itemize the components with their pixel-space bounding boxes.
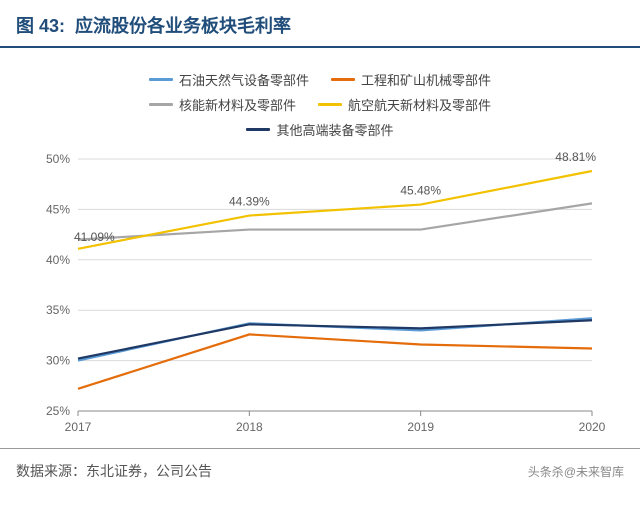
y-tick-label: 50% [46,152,70,166]
data-label: 48.81% [555,150,596,164]
figure-title-text: 应流股份各业务板块毛利率 [75,16,291,36]
figure-number: 图 43: [16,16,65,36]
legend-label: 航空航天新材料及零部件 [348,95,491,114]
source-text: 东北证券，公司公告 [86,463,212,479]
legend-item: 石油天然气设备零部件 [149,70,309,89]
data-label: 41.09% [74,230,115,244]
legend-swatch [331,78,355,81]
source-line: 数据来源：东北证券，公司公告 [16,461,212,481]
legend-item: 其他高端装备零部件 [246,120,393,139]
x-tick-label: 2018 [236,420,263,434]
legend-label: 石油天然气设备零部件 [179,70,309,89]
legend-label: 核能新材料及零部件 [179,95,296,114]
data-label: 44.39% [229,195,270,209]
x-tick-label: 2019 [407,420,434,434]
data-label: 45.48% [400,184,441,198]
legend: 石油天然气设备零部件 工程和矿山机械零部件核能新材料及零部件 航空航天新材料及零部件… [80,70,560,139]
legend-item: 工程和矿山机械零部件 [331,70,491,89]
x-tick-label: 2020 [579,420,606,434]
y-tick-label: 45% [46,202,70,216]
legend-label: 其他高端装备零部件 [276,120,393,139]
legend-swatch [149,103,173,106]
y-tick-label: 25% [46,404,70,418]
series-line [78,171,592,249]
watermark-prefix: 头条杀 [528,465,564,479]
figure-container: 图 43: 应流股份各业务板块毛利率 石油天然气设备零部件 工程和矿山机械零部件核能… [0,0,640,527]
legend-item: 航空航天新材料及零部件 [318,95,491,114]
legend-swatch [246,128,270,131]
chart-area: 石油天然气设备零部件 工程和矿山机械零部件核能新材料及零部件 航空航天新材料及零部件… [0,48,640,448]
legend-swatch [318,103,342,106]
plot-region: 25% 30% 35% 40% 45% 50% 2017 2018 2019 2020 41.09%… [28,149,612,439]
figure-title-bar: 图 43: 应流股份各业务板块毛利率 [0,0,640,48]
watermark: 头条杀@未来智库 [528,463,624,480]
legend-label: 工程和矿山机械零部件 [361,70,491,89]
y-tick-label: 35% [46,303,70,317]
figure-footer: 数据来源：东北证券，公司公告 头条杀@未来智库 [0,448,640,487]
legend-item: 核能新材料及零部件 [149,95,296,114]
legend-swatch [149,78,173,81]
x-tick-label: 2017 [65,420,92,434]
line-chart-svg: 25% 30% 35% 40% 45% 50% 2017 2018 2019 2020 41.09%… [28,149,612,439]
y-tick-label: 30% [46,354,70,368]
y-tick-label: 40% [46,253,70,267]
source-label: 数据来源： [16,463,86,479]
watermark-author: @未来智库 [564,465,624,479]
